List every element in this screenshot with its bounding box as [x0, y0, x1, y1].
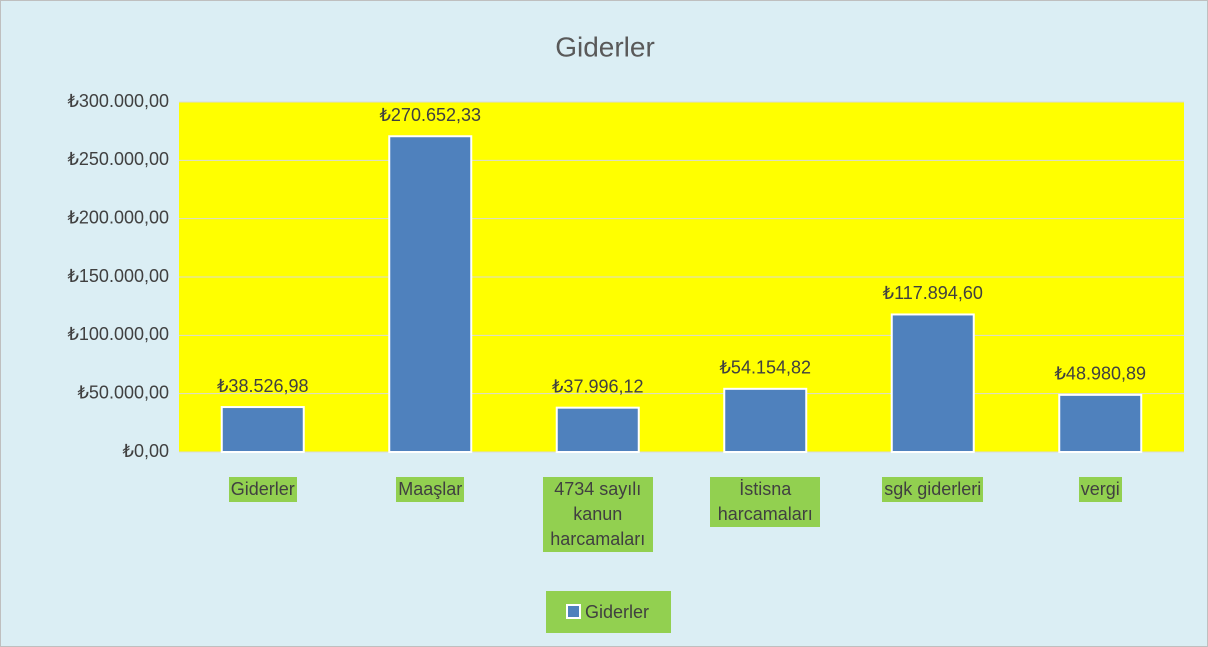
data-label: ₺270.652,33	[379, 105, 481, 125]
y-tick-label: ₺250.000,00	[67, 149, 169, 169]
bar	[555, 406, 640, 454]
y-tick-label: ₺0,00	[123, 441, 170, 461]
legend-label: Giderler	[585, 602, 649, 622]
x-tick-label-box: Giderler	[208, 477, 318, 502]
bar	[890, 313, 975, 453]
x-tick-label: 4734 sayılı kanun harcamaları	[542, 477, 653, 552]
chart-title: Giderler	[555, 31, 655, 62]
x-tick-label: İstisna harcamaları	[710, 477, 821, 527]
bar	[1058, 393, 1143, 453]
bar	[723, 387, 808, 453]
x-tick-label: Giderler	[228, 477, 297, 502]
x-tick-label-box: 4734 sayılı kanun harcamaları	[542, 477, 653, 552]
y-tick-label: ₺200.000,00	[67, 207, 169, 227]
x-tick-label: Maaşlar	[396, 477, 465, 502]
bar	[220, 406, 305, 453]
data-label: ₺38.526,98	[217, 376, 309, 396]
y-tick-label: ₺100.000,00	[67, 324, 169, 344]
x-tick-label: sgk giderleri	[882, 477, 984, 502]
bar	[388, 135, 473, 453]
y-tick-label: ₺300.000,00	[67, 91, 169, 111]
data-label: ₺48.980,89	[1054, 364, 1146, 384]
x-tick-label-box: Maaşlar	[375, 477, 485, 502]
x-tick-label-box: vergi	[1045, 477, 1155, 502]
x-tick-label: vergi	[1078, 477, 1122, 502]
data-label: ₺54.154,82	[719, 358, 811, 378]
data-label: ₺37.996,12	[552, 376, 644, 396]
y-tick-label: ₺150.000,00	[67, 266, 169, 286]
x-tick-label-box: sgk giderleri	[878, 477, 988, 502]
y-tick-label: ₺50.000,00	[77, 382, 169, 402]
legend-marker	[566, 604, 581, 619]
x-tick-label-box: İstisna harcamaları	[710, 477, 821, 527]
data-label: ₺117.894,60	[883, 283, 983, 303]
